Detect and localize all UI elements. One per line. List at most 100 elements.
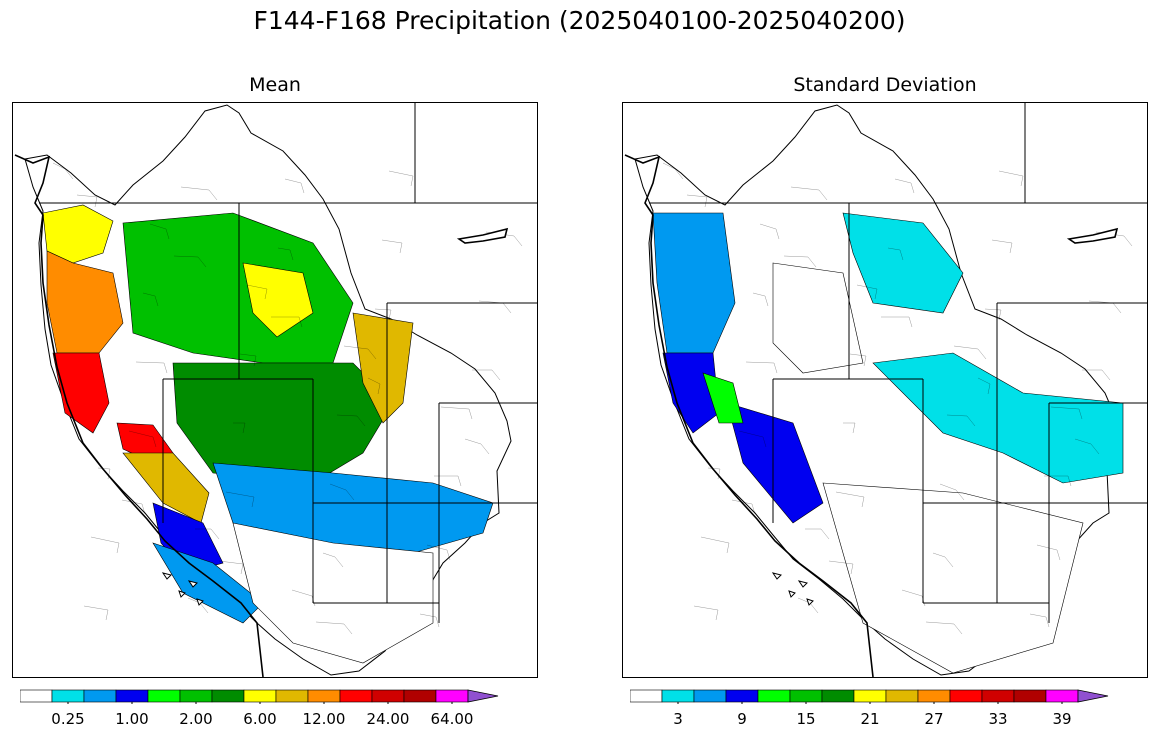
sd-region	[872, 352, 1124, 484]
colorbar-stddev	[630, 689, 1109, 704]
sd-colorbar-bin	[821, 689, 855, 703]
sd-basin-line	[856, 284, 878, 300]
mean-colorbar-tick-label: 0.25	[51, 710, 85, 728]
mean-colorbar-tick-label: 64.00	[430, 710, 474, 728]
sd-basin-line	[925, 621, 963, 635]
mean-colorbar-bin	[211, 689, 245, 703]
sd-basin-line	[693, 605, 719, 621]
sd-basin-line	[1036, 544, 1061, 561]
colorbar-mean	[20, 689, 499, 704]
sd-colorbar-tick-label: 39	[1052, 710, 1072, 728]
mean-colorbar-bin	[339, 689, 373, 703]
mean-island	[196, 598, 204, 606]
mean-region	[52, 352, 110, 434]
mean-colorbar-bin	[83, 689, 117, 703]
mean-colorbar-tick-label: 2.00	[179, 710, 213, 728]
sd-basin-line	[835, 491, 865, 508]
mean-colorbar-bin	[435, 689, 469, 703]
sd-colorbar-tick-label: 15	[796, 710, 816, 728]
sd-colorbar-tick-label: 33	[988, 710, 1008, 728]
sd-region	[822, 482, 1084, 674]
mean-basin-line	[419, 613, 440, 628]
mean-colorbar-tick-label: 12.00	[302, 710, 346, 728]
mean-basin-line	[218, 560, 244, 575]
sd-colorbar-bin	[1045, 689, 1079, 703]
sd-basin-line	[700, 536, 730, 554]
panel-title-mean: Mean	[249, 74, 301, 96]
mean-region	[122, 452, 210, 524]
sd-region	[702, 372, 744, 424]
sd-basin-line	[1029, 613, 1050, 628]
sd-colorbar-tick-label: 3	[673, 710, 683, 728]
mean-lake	[456, 227, 509, 244]
sd-basin-line	[731, 499, 756, 515]
sd-basin-line	[790, 186, 828, 201]
sd-region	[772, 262, 864, 374]
mean-basin-line	[388, 170, 414, 187]
sd-colorbar-bin	[789, 689, 823, 703]
sd-colorbar-bin	[885, 689, 919, 703]
sd-colorbar-extend	[1077, 689, 1109, 703]
mean-region	[232, 522, 434, 664]
map-stddev	[622, 102, 1148, 678]
mean-basin-line	[271, 316, 303, 328]
sd-basin-line	[977, 377, 991, 395]
mean-colorbar-tick-label: 1.00	[115, 710, 149, 728]
mean-region	[352, 312, 414, 424]
mean-basin-line	[336, 414, 366, 427]
mean-region	[46, 250, 124, 354]
mean-basin-line	[233, 422, 246, 434]
sd-colorbar-bin	[693, 689, 727, 703]
mean-basin-line	[277, 247, 294, 261]
sd-colorbar-bin	[630, 689, 663, 703]
sd-colorbar-bin	[917, 689, 951, 703]
sd-basin-line	[752, 292, 769, 307]
sd-colorbar-bin	[949, 689, 983, 703]
sd-basin-line	[984, 308, 1002, 321]
sd-island	[797, 580, 808, 588]
mean-colorbar-bin	[403, 689, 437, 703]
sd-basin-line	[843, 422, 856, 434]
map-mean	[12, 102, 538, 678]
sd-colorbar-bin	[853, 689, 887, 703]
sd-basin-line	[783, 255, 817, 268]
mean-basin-line	[322, 552, 344, 568]
mean-basin-line	[90, 536, 120, 554]
mean-colorbar-tick-label: 6.00	[243, 710, 277, 728]
sd-basin-line	[1050, 406, 1083, 420]
mean-region	[242, 262, 314, 338]
sd-basin-line	[1044, 475, 1072, 487]
sd-basin-line	[998, 170, 1024, 187]
mean-region	[172, 362, 394, 484]
mean-island	[161, 572, 172, 580]
sd-island	[806, 598, 814, 606]
sd-basin-line	[991, 239, 1013, 254]
mean-basin-line	[128, 430, 157, 448]
mean-basin-line	[239, 353, 257, 367]
mean-colorbar-bin	[179, 689, 213, 703]
mean-basin-line	[225, 491, 255, 508]
sd-colorbar-tick-label: 9	[737, 710, 747, 728]
sd-basin-line	[932, 552, 954, 568]
sd-basin-line	[881, 316, 913, 328]
sd-colorbar-tick-label: 27	[924, 710, 944, 728]
mean-basin-line	[315, 621, 353, 635]
mean-basin-line	[195, 528, 220, 540]
sd-island	[788, 590, 796, 598]
mean-basin-line	[367, 377, 381, 395]
mean-basin-line	[426, 544, 451, 561]
sd-basin-line	[946, 414, 976, 427]
sd-basin-line	[759, 223, 780, 240]
map-mean-svg	[14, 103, 537, 677]
sd-basin-line	[1074, 438, 1100, 455]
sd-basin-line	[745, 361, 778, 374]
mean-basin-line	[284, 178, 305, 194]
sd-basin-line	[894, 178, 915, 194]
mean-basin-line	[434, 475, 462, 487]
sd-basin-line	[662, 162, 684, 180]
mean-colorbar-bin	[243, 689, 277, 703]
sd-colorbar-bin	[725, 689, 759, 703]
mean-colorbar-bin	[275, 689, 309, 703]
sd-region	[662, 352, 720, 434]
sd-basin-line	[939, 483, 965, 501]
